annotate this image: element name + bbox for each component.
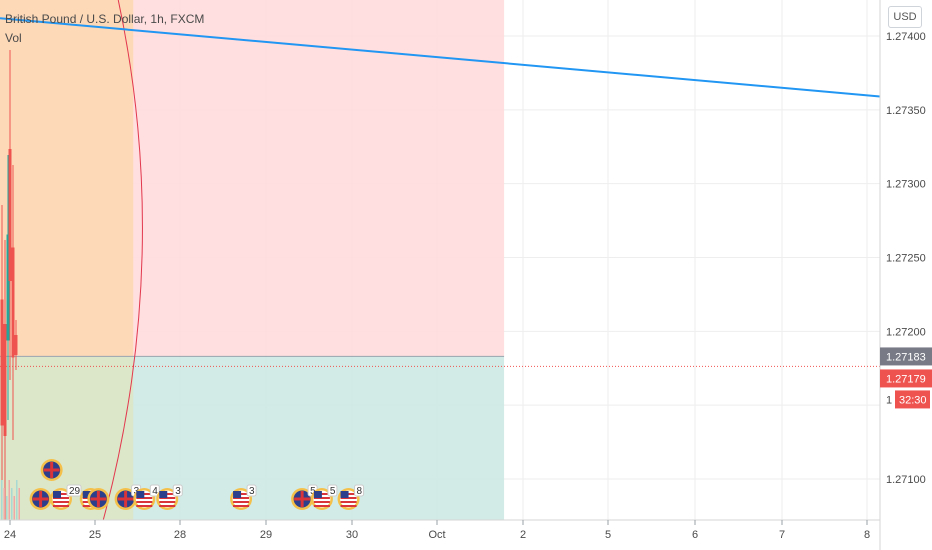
- us-flag-event-icon[interactable]: 8: [337, 484, 365, 510]
- currency-button[interactable]: USD: [888, 6, 922, 28]
- us-flag-event-icon[interactable]: 4: [133, 484, 160, 510]
- volume-bar: [13, 496, 15, 520]
- partial-price-label: 1: [886, 394, 892, 406]
- price-tick-label: 1.27300: [886, 179, 926, 191]
- volume-indicator-label[interactable]: Vol: [5, 31, 22, 45]
- event-count: 3: [175, 486, 181, 497]
- price-tick-label: 1.27400: [886, 31, 926, 43]
- trend-line: [0, 17, 881, 98]
- time-tick-label: Oct: [428, 529, 445, 541]
- us-flag-event-icon[interactable]: 3: [230, 484, 257, 510]
- time-tick-label: 29: [260, 529, 272, 541]
- uk-flag-event-icon[interactable]: [29, 488, 52, 510]
- uk-flag-event-icon[interactable]: 3: [114, 484, 142, 510]
- event-count: 5: [330, 486, 336, 497]
- candle-body: [3, 324, 7, 436]
- volume-bar: [1, 480, 3, 520]
- event-count: 29: [69, 486, 81, 497]
- time-tick-label: 5: [605, 529, 611, 541]
- bid-price-label: 1.27179: [886, 373, 926, 385]
- volume-bar: [18, 488, 20, 520]
- time-tick-label: 7: [779, 529, 785, 541]
- us-flag-event-icon[interactable]: 3: [156, 484, 183, 510]
- bid-price-tag: [880, 369, 932, 388]
- symbol-title[interactable]: British Pound / U.S. Dollar, 1h, FXCM: [5, 12, 205, 26]
- candle-body: [8, 149, 12, 281]
- chart-legend: British Pound / U.S. Dollar, 1h, FXCM Vo…: [5, 10, 204, 48]
- candle-body: [11, 247, 15, 358]
- us-flag-event-icon[interactable]: 29: [50, 484, 82, 510]
- time-tick-label: 8: [864, 529, 870, 541]
- price-tick-label: 1.27250: [886, 253, 926, 265]
- event-count: 3: [249, 486, 255, 497]
- time-tick-label: 25: [89, 529, 101, 541]
- countdown-tag: [895, 390, 930, 409]
- event-count: 5: [310, 486, 316, 497]
- price-tick-label: 1.27100: [886, 474, 926, 486]
- time-tick-label: 2: [520, 529, 526, 541]
- price-tick-label: 1.27350: [886, 105, 926, 117]
- time-tick-label: 24: [4, 529, 16, 541]
- volume-bar: [6, 496, 8, 520]
- event-count: 8: [357, 486, 363, 497]
- candle-body: [14, 335, 18, 355]
- countdown-label: 32:30: [899, 394, 927, 406]
- current-price-tag: [880, 347, 932, 366]
- price-tick-label: 1.27200: [886, 326, 926, 338]
- us-flag-event-icon[interactable]: 5: [310, 484, 338, 510]
- time-tick-label: 28: [174, 529, 186, 541]
- current-price-label: 1.27183: [886, 351, 926, 363]
- fib-arc: [102, 0, 143, 521]
- orange-zone: [0, 0, 134, 357]
- volume-bar: [11, 488, 13, 520]
- uk-flag-event-icon[interactable]: [87, 488, 110, 510]
- candle-body: [6, 234, 10, 341]
- uk-flag-event-icon[interactable]: 5: [291, 484, 318, 510]
- uk-flag-event-icon[interactable]: [40, 459, 63, 481]
- volume-bar: [3, 488, 5, 520]
- event-count: 4: [152, 486, 158, 497]
- time-tick-label: 6: [692, 529, 698, 541]
- volume-bar: [16, 480, 18, 520]
- candle-body: [0, 299, 4, 426]
- volume-bar: [8, 480, 10, 520]
- time-tick-label: 30: [346, 529, 358, 541]
